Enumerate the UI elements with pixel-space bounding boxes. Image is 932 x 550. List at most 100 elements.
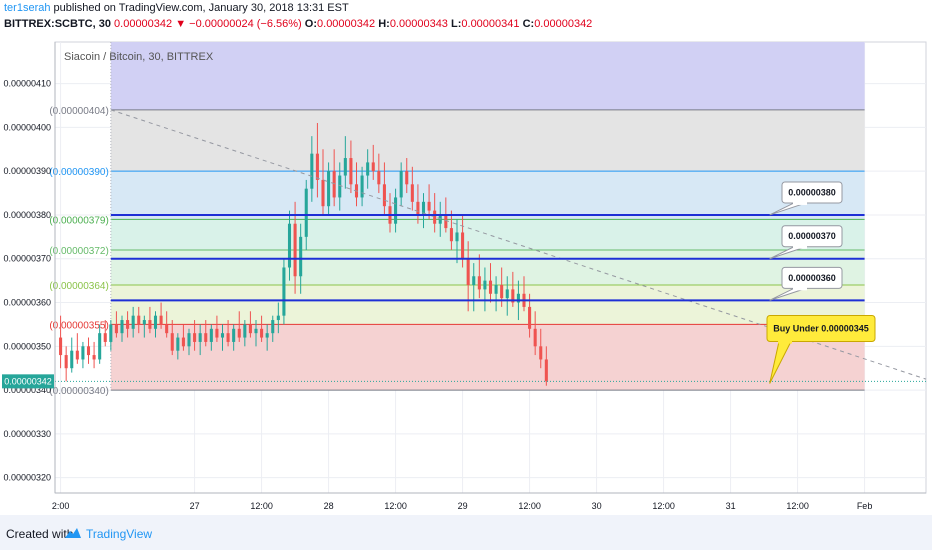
symbol-label: BITTREX:SCBTC, 30	[4, 18, 111, 30]
fib-zone	[110, 249, 865, 286]
candle-body	[343, 158, 347, 176]
candle-body	[511, 289, 515, 303]
price-chart[interactable]: (0.00000404) (0.00000390) (0.00000379) (0.0…	[0, 0, 932, 515]
candle-body	[539, 346, 543, 360]
x-tick-label: 27	[190, 501, 200, 511]
candle-body	[276, 315, 280, 321]
callout-joint	[793, 286, 807, 291]
candle-body	[109, 324, 113, 342]
candle-body	[159, 315, 163, 325]
last-price-badge	[2, 374, 54, 389]
candle-body	[215, 328, 219, 338]
candle-body	[516, 293, 520, 303]
candle-body	[265, 333, 269, 338]
candle-body	[494, 285, 498, 294]
candle-body	[176, 337, 180, 351]
y-tick-label: 0.00000400	[3, 122, 51, 132]
callout-box[interactable]	[781, 266, 843, 289]
x-tick-label: 2:00	[52, 501, 70, 511]
tradingview-logo-icon[interactable]	[64, 526, 82, 540]
callout-label: 0.00000360	[788, 273, 836, 283]
candle-body	[477, 276, 481, 290]
candle-body	[170, 333, 174, 351]
candle-body	[243, 324, 247, 338]
fib-level-label: (0.00000355)	[49, 320, 109, 331]
change-down-icon: ▼	[175, 18, 187, 30]
fib-level-label: (0.00000404)	[49, 106, 109, 117]
candle-body	[382, 184, 386, 207]
candle-body	[153, 315, 158, 329]
candle-body	[81, 346, 85, 360]
candle-body	[120, 320, 124, 334]
callout-box[interactable]	[781, 181, 843, 204]
candle-body	[287, 223, 292, 268]
candle-body	[466, 258, 470, 286]
candle-body	[399, 171, 403, 198]
candle-body	[126, 320, 130, 329]
candle-body	[137, 315, 141, 325]
publish-text: published on TradingView.com, January 30…	[50, 2, 349, 14]
y-tick-label: 0.00000380	[3, 210, 51, 220]
candle-body	[75, 350, 79, 360]
candle-body	[187, 333, 191, 347]
fib-level-label: (0.00000372)	[49, 246, 109, 257]
callout-box[interactable]	[781, 225, 843, 248]
candle-body	[360, 175, 364, 198]
candle-body	[505, 289, 509, 299]
candle-body	[237, 328, 241, 338]
candle-body	[226, 333, 230, 342]
callout-joint	[793, 200, 807, 205]
fib-level-label: (0.00000390)	[49, 167, 109, 178]
callout-box[interactable]	[766, 315, 876, 343]
candle-body	[98, 333, 102, 360]
x-tick-label: 12:00	[652, 501, 675, 511]
x-tick-label: 12:00	[786, 501, 809, 511]
candle-body	[533, 328, 537, 347]
candle-body	[410, 184, 414, 202]
close-label: C:	[522, 18, 535, 30]
x-tick-label: 31	[726, 501, 736, 511]
fib-zone	[110, 109, 865, 172]
x-tick-label: 30	[592, 501, 602, 511]
callout-label: 0.00000380	[788, 187, 836, 197]
low-label: L:	[451, 18, 462, 30]
candle-body	[544, 359, 548, 382]
y-tick-label: 0.00000350	[3, 341, 51, 351]
candle-body	[304, 188, 308, 237]
pane-title: Siacoin / Bitcoin, 30, BITTREX	[64, 51, 214, 63]
candle-body	[64, 355, 68, 369]
fib-zone	[110, 285, 865, 325]
candle-body	[394, 197, 398, 224]
y-tick-label: 0.00000340	[3, 385, 51, 395]
callout-joint	[778, 339, 792, 344]
publish-line: ter1serah published on TradingView.com, …	[4, 2, 349, 14]
candle-body	[321, 179, 325, 207]
candle-body	[455, 232, 459, 242]
candle-body	[232, 328, 236, 342]
candle-body	[131, 315, 135, 329]
x-tick-label: 12:00	[384, 501, 407, 511]
candle-body	[293, 223, 297, 277]
tradingview-brand-link[interactable]: TradingView	[86, 527, 153, 541]
last-price-label: 0.00000342	[4, 376, 52, 386]
candle-body	[254, 328, 258, 334]
high-value: 0.00000343	[389, 18, 448, 30]
y-tick-label: 0.00000410	[3, 79, 51, 89]
created-with-text: Created with	[6, 527, 74, 541]
x-tick-label: 12:00	[250, 501, 273, 511]
candle-body	[310, 153, 314, 189]
candle-body	[472, 276, 476, 286]
candle-body	[500, 285, 504, 299]
candle-body	[483, 280, 487, 290]
candle-body	[315, 153, 319, 180]
candle-body	[209, 328, 213, 342]
high-label: H:	[378, 18, 390, 30]
candle-body	[371, 162, 375, 172]
y-tick-label: 0.00000370	[3, 254, 51, 264]
candle-body	[405, 171, 409, 185]
candle-body	[181, 337, 185, 347]
candle-body	[142, 320, 146, 325]
author-link[interactable]: ter1serah	[4, 2, 51, 14]
candle-body	[438, 214, 442, 224]
candle-body	[193, 333, 197, 342]
